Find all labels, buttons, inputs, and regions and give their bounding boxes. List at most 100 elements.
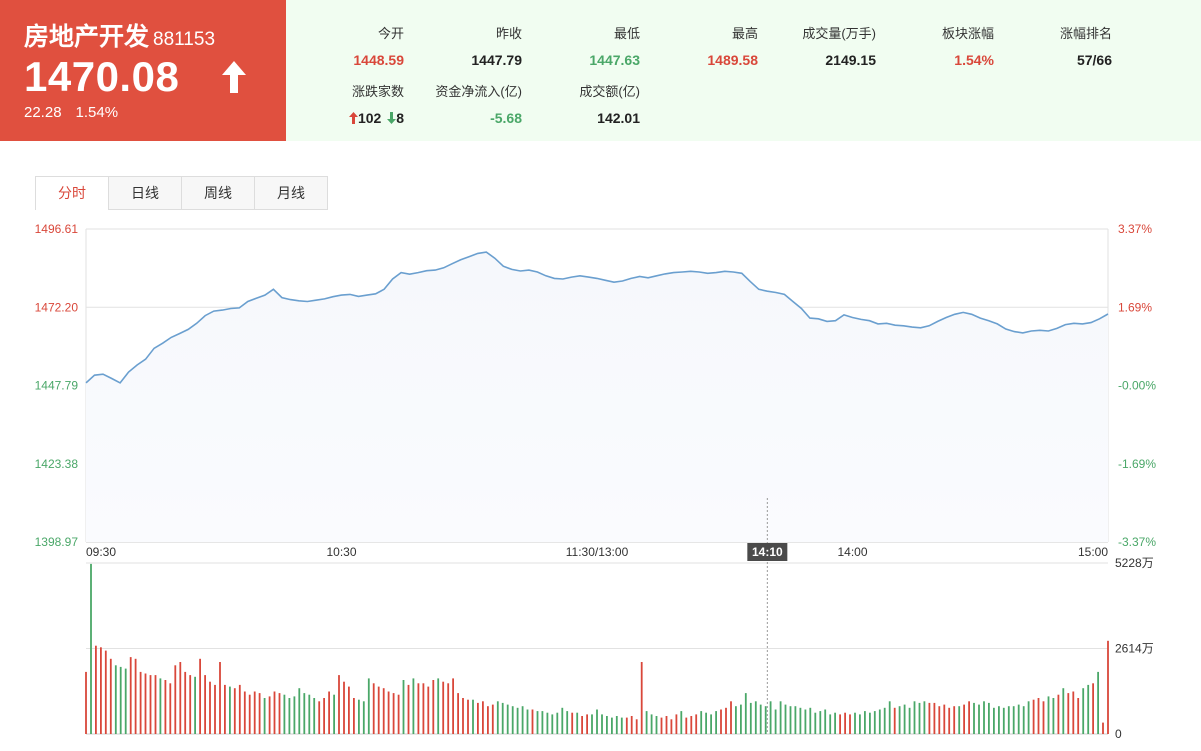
volume-bar [725,707,727,734]
volume-bar [214,684,216,734]
y2-tick-label: -1.69% [1118,457,1156,471]
volume-bar [873,711,876,734]
volume-bar [993,707,995,734]
x-tick-label: 10:30 [326,545,356,559]
volume-bar [591,714,593,734]
volume-bar [839,714,841,734]
volume-bar [859,714,861,734]
volume-bar [898,706,901,734]
stat-turnover: 成交额(亿) 142.01 [579,81,640,126]
volume-bar [764,706,767,734]
volume-bar [194,676,196,734]
volume-bar [566,711,569,734]
volume-bar [849,714,851,734]
volume-bar [164,680,167,734]
volume-bar [968,701,970,734]
tab-weekly[interactable]: 周线 [181,177,254,209]
volume-bar [501,702,504,734]
volume-bar [864,711,866,734]
stat-prev-close-label: 昨收 [495,26,522,41]
volume-bar [467,699,469,734]
stat-rank-value: 57/66 [1076,52,1112,68]
volume-bar [576,712,579,734]
header-price-box: 房地产开发 881153 1470.08 22.28 1.54% [0,0,286,141]
volume-bar [1052,698,1055,734]
volume-bar [343,681,345,734]
volume-bar [809,707,812,734]
y2-tick-label: -3.37% [1118,535,1156,549]
stat-volume-label: 成交量(万手) [802,26,876,41]
volume-bar [779,701,782,734]
volume-bar [998,706,1000,734]
volume-bar [844,712,846,734]
volume-bar [323,698,325,734]
volume-bar [353,698,355,734]
volume-bar [754,701,757,734]
y2-tick-label: 3.37% [1118,222,1152,236]
tab-intraday[interactable]: 分时 [36,177,108,210]
volume-bar [685,717,688,734]
up-arrow-icon [222,61,246,93]
volume-bar [1077,698,1080,734]
volume-bar [169,683,172,734]
price-area-fill [86,252,1108,542]
volume-bar [199,658,201,734]
volume-bar [888,701,891,734]
change-value: 22.28 [24,104,62,121]
volume-bar [134,658,137,734]
volume-bar [109,658,112,734]
volume-bar [819,711,822,734]
volume-bar [442,681,445,734]
stat-net-inflow-label: 资金净流入(亿) [435,84,522,99]
volume-bar [477,702,479,734]
volume-bar [938,706,941,734]
tab-monthly[interactable]: 月线 [254,177,327,209]
volume-bar [829,714,832,734]
volume-bar [149,675,152,734]
volume-bar [606,716,608,734]
volume-bar [615,716,618,734]
volume-bar [665,716,668,734]
volume-bar [482,701,484,734]
sector-name-text: 房地产开发 [24,23,150,51]
volume-bar [1062,688,1065,734]
volume-bar [551,714,554,734]
stat-open-value: 1448.59 [353,52,404,68]
volume-bar [908,707,911,734]
crosshair-time-label: 14:10 [752,545,783,559]
volume-bar [640,662,643,734]
y2-tick-label: 1.69% [1118,300,1152,314]
volume-bar [422,683,425,734]
change-line: 22.28 1.54% [24,104,118,121]
tab-daily[interactable]: 日线 [108,177,181,209]
volume-bar [601,714,603,734]
volume-bar [744,693,747,734]
volume-bar [487,706,489,734]
volume-bar [869,712,871,734]
volume-bar [511,706,514,734]
volume-bar [189,675,192,734]
stat-net-inflow: 资金净流入(亿) -5.68 [435,81,522,126]
stat-breadth-label: 涨跌家数 [351,84,404,99]
stat-prev-close: 昨收 1447.79 [471,23,522,68]
volume-bar [159,678,162,734]
volume-bar [878,709,881,734]
volume-bar [491,704,494,734]
volume-bar [854,712,856,734]
volume-bar [635,719,638,734]
volume-bar [447,683,450,734]
stat-breadth-value: 102 8 [348,110,404,126]
volume-bar [625,717,628,734]
volume-bar [338,675,340,734]
volume-bar [958,706,961,734]
volume-bar [506,704,509,734]
stats-panel: 今开 1448.59 昨收 1447.79 最低 1447.63 最高 1489.58 … [286,0,1201,141]
up-count: 102 [357,110,382,126]
volume-bar [581,716,583,734]
volume-bar [496,701,499,734]
volume-bar [710,714,712,734]
volume-bar [184,671,187,734]
stat-high: 最高 1489.58 [707,23,758,68]
volume-bar [690,716,693,734]
volume-bar [273,691,276,734]
